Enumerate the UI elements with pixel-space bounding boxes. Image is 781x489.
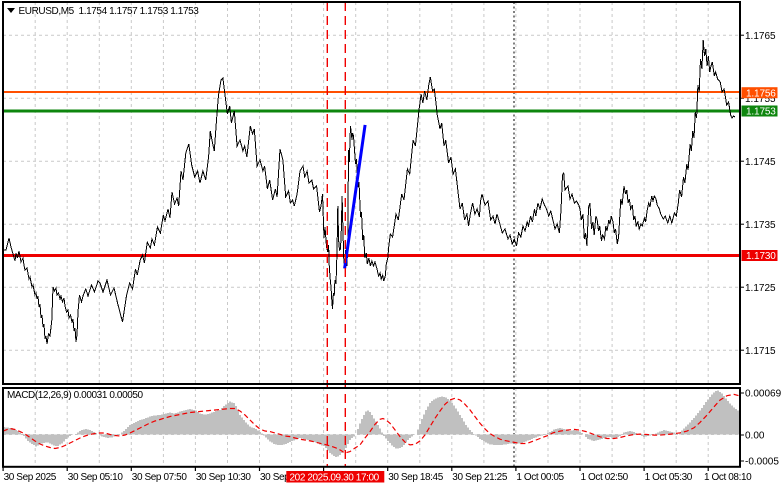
svg-text:1.1725: 1.1725 [745, 283, 776, 294]
svg-text:1.1753: 1.1753 [746, 107, 776, 118]
svg-text:1.1735: 1.1735 [745, 220, 776, 231]
svg-text:MACD(12,26,9) 0.00031 0.00050: MACD(12,26,9) 0.00031 0.00050 [7, 390, 144, 401]
svg-text:0.00: 0.00 [745, 431, 765, 442]
svg-text:30 Sep 05:10: 30 Sep 05:10 [68, 472, 124, 483]
svg-text:1 Oct 05:30: 1 Oct 05:30 [645, 472, 693, 483]
svg-text:1 Oct 08:10: 1 Oct 08:10 [704, 472, 752, 483]
svg-text:1.1755: 1.1755 [745, 94, 776, 105]
svg-text:30 Sep 07:50: 30 Sep 07:50 [132, 472, 188, 483]
svg-text:30 Sep 10:30: 30 Sep 10:30 [196, 472, 252, 483]
svg-text:0.00069: 0.00069 [745, 389, 781, 400]
svg-text:1.1756: 1.1756 [746, 88, 776, 99]
svg-text:1.1765: 1.1765 [745, 31, 776, 42]
svg-text:30 Sep 21:25: 30 Sep 21:25 [452, 472, 508, 483]
svg-text:1.1730: 1.1730 [746, 251, 776, 262]
svg-text:30 Sep 18:45: 30 Sep 18:45 [388, 472, 444, 483]
svg-text:EURUSD,M5 1.1754 1.1757 1.175: EURUSD,M5 1.1754 1.1757 1.1753 1.1753 [19, 6, 200, 17]
svg-text:1.1745: 1.1745 [745, 157, 776, 168]
svg-text:-0.0005: -0.0005 [745, 457, 779, 468]
svg-text:1.1715: 1.1715 [745, 346, 776, 357]
svg-text:202 2025.09.30 17:00: 202 2025.09.30 17:00 [290, 473, 380, 484]
svg-text:1 Oct 02:50: 1 Oct 02:50 [581, 472, 629, 483]
svg-text:30 Sep 2025: 30 Sep 2025 [4, 472, 57, 483]
svg-text:1 Oct 00:05: 1 Oct 00:05 [516, 472, 564, 483]
